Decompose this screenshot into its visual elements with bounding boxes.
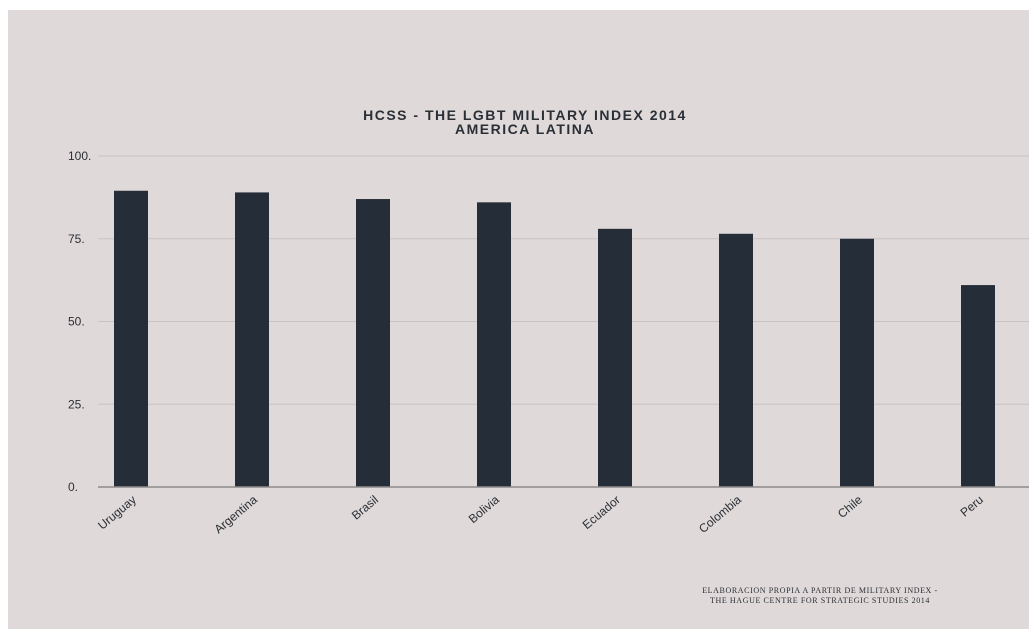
x-tick-label: Colombia (696, 492, 744, 536)
bar-peru (961, 285, 995, 487)
bar-colombia (719, 233, 753, 487)
y-tick-label: 50. (68, 315, 85, 329)
x-tick-label: Chile (835, 492, 865, 521)
x-tick-label: Peru (958, 493, 986, 520)
x-tick-label: Brasil (349, 493, 381, 523)
x-tick-label: Ecuador (580, 493, 623, 532)
chart-panel: 0. 25. 50. 75. 100. Uruguay Argentina Brasil Bol… (8, 10, 1029, 629)
bar-bolivia (477, 202, 511, 487)
y-tick-label: 0. (68, 480, 78, 494)
y-tick-label: 25. (68, 397, 85, 411)
bar-uruguay (114, 190, 148, 487)
bar-argentina (235, 192, 269, 487)
bar-brasil (356, 199, 390, 487)
source-note-line-1: ELABORACION PROPIA A PARTIR DE MILITARY … (702, 586, 938, 595)
y-tick-label: 75. (68, 232, 85, 246)
x-tick-label: Uruguay (95, 493, 139, 533)
x-tick-label: Bolivia (466, 492, 502, 526)
source-note-line-2: THE HAGUE CENTRE FOR STRATEGIC STUDIES 2… (710, 596, 930, 605)
bar-ecuador (598, 228, 632, 487)
chart-title: HCSS - THE LGBT MILITARY INDEX 2014 (363, 107, 687, 123)
bar-chart: 0. 25. 50. 75. 100. Uruguay Argentina Brasil Bol… (68, 107, 1029, 605)
y-tick-label: 100. (68, 149, 91, 163)
chart-subtitle: AMERICA LATINA (455, 121, 595, 137)
bars (114, 190, 995, 487)
x-tick-label: Argentina (212, 492, 261, 536)
axes: 0. 25. 50. 75. 100. Uruguay Argentina Brasil Bol… (68, 149, 1029, 536)
bar-chile (840, 238, 874, 487)
